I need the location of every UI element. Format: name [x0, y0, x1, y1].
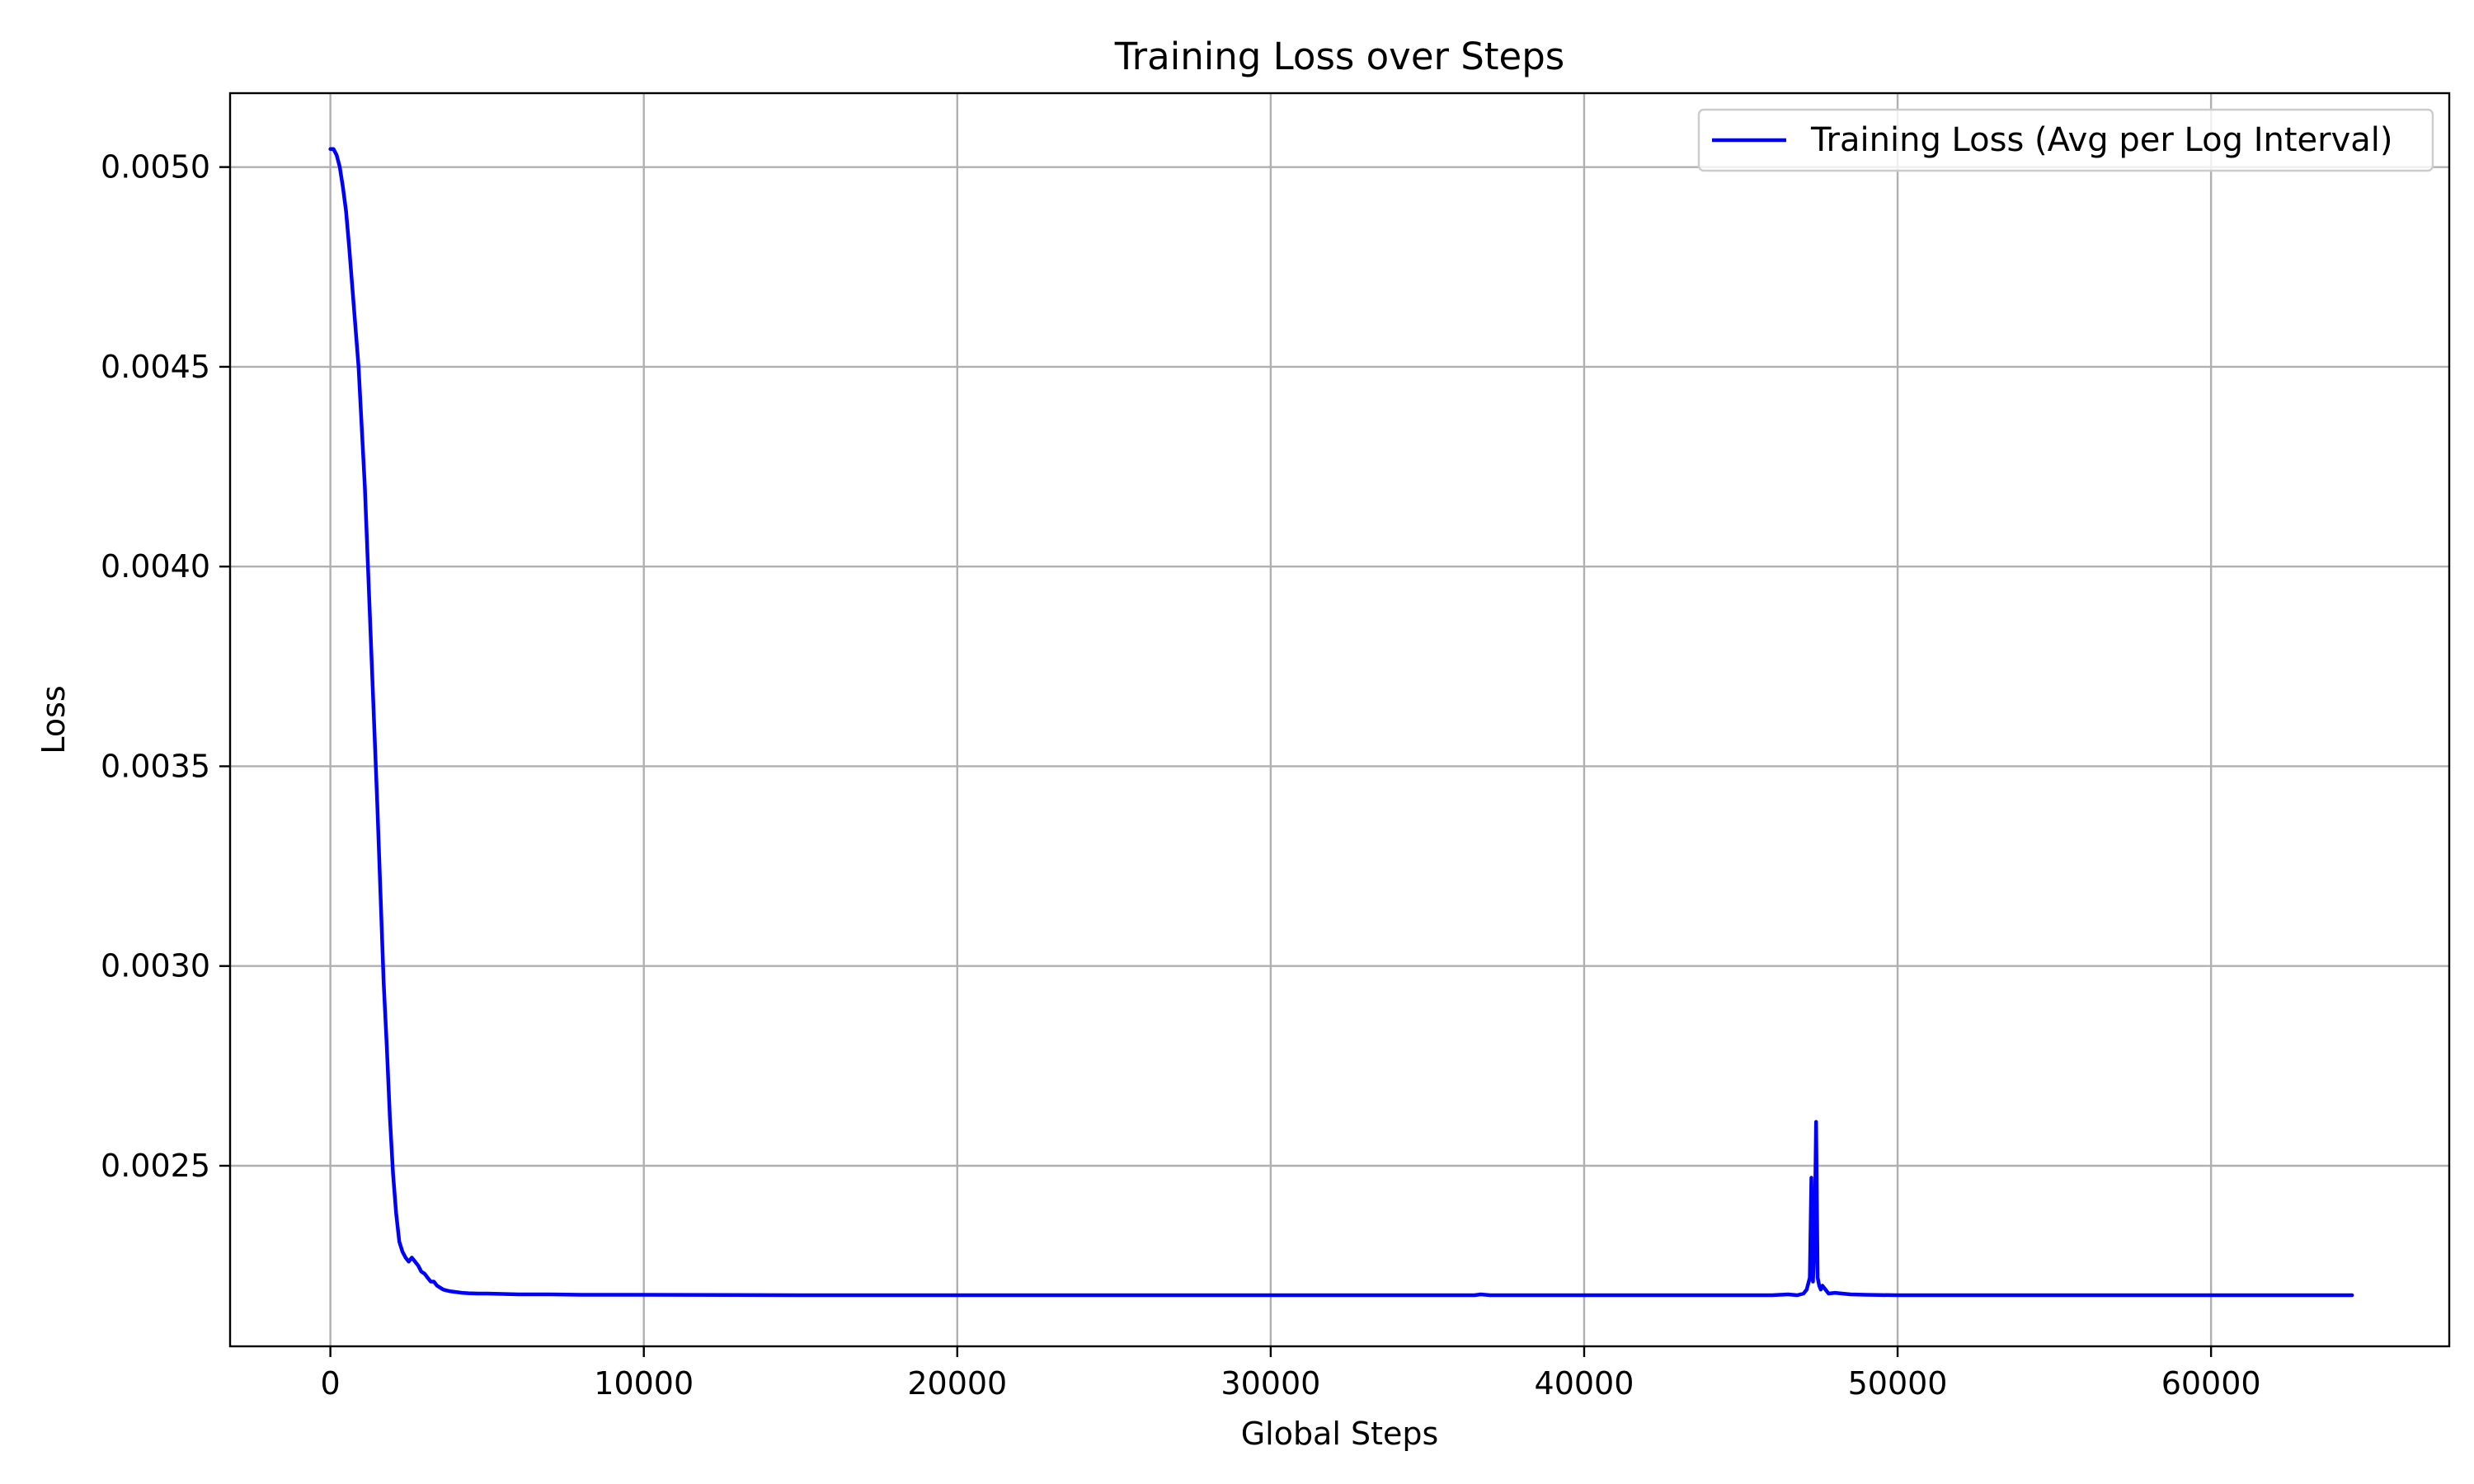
y-tick-label: 0.0040 — [101, 548, 210, 585]
x-tick-label: 60000 — [2161, 1365, 2261, 1402]
x-tick-label: 50000 — [1848, 1365, 1948, 1402]
y-axis-title: Loss — [35, 685, 72, 754]
series-line — [328, 147, 2354, 1298]
y-tick-label: 0.0045 — [101, 349, 210, 385]
legend-box — [1697, 108, 2434, 172]
chart-title: Training Loss over Steps — [1114, 35, 1564, 78]
y-tick-label: 0.0050 — [101, 149, 210, 186]
y-tick-label: 0.0030 — [101, 948, 210, 984]
x-tick-label: 40000 — [1535, 1365, 1634, 1402]
legend: Training Loss (Avg per Log Interval) — [1697, 108, 2434, 172]
x-axis-title: Global Steps — [1241, 1416, 1439, 1452]
plot-frame — [228, 92, 2451, 1348]
axis-ticks: 0 10000 20000 30000 40000 50000 60000 0.0025 0.0… — [101, 149, 2261, 1402]
x-tick-label: 10000 — [594, 1365, 694, 1402]
y-tick-label: 0.0025 — [101, 1148, 210, 1184]
series-layer — [328, 147, 2354, 1298]
x-tick-label: 20000 — [907, 1365, 1007, 1402]
y-tick-label: 0.0035 — [101, 748, 210, 784]
legend-label: Training Loss (Avg per Log Interval) — [1810, 121, 2393, 159]
x-tick-label: 30000 — [1221, 1365, 1320, 1402]
x-tick-label: 0 — [321, 1365, 341, 1402]
